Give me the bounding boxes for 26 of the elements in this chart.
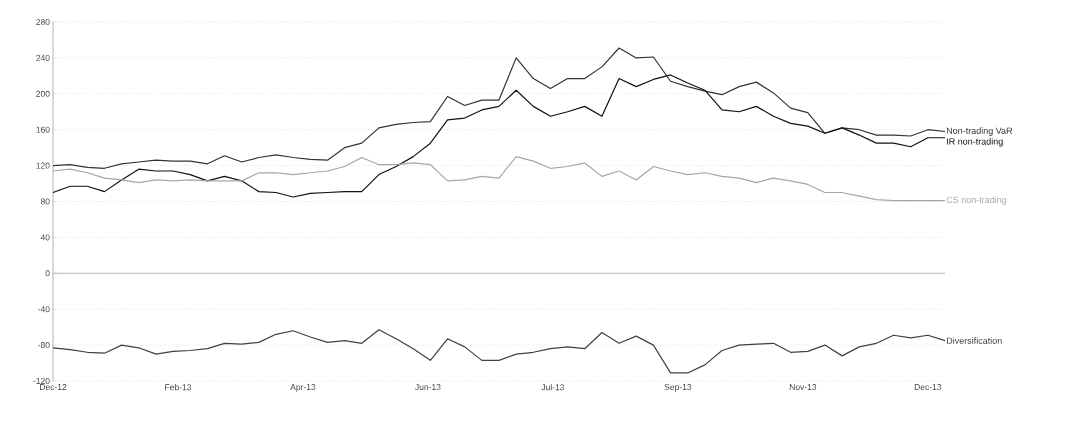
x-tick-label: Dec-13 <box>914 384 942 391</box>
x-tick-label: Apr-13 <box>290 384 316 392</box>
x-tick-label: Sep-13 <box>664 384 692 392</box>
y-tick-label: 240 <box>36 54 50 61</box>
series-label: CS non-trading <box>946 196 1007 205</box>
y-tick-label: 280 <box>36 18 50 25</box>
line-series <box>52 329 946 374</box>
x-tick-label: Nov-13 <box>789 384 817 391</box>
line-series <box>52 74 946 198</box>
y-tick-label: -80 <box>38 342 50 349</box>
x-tick-label: Jun-13 <box>415 384 441 391</box>
y-tick-label: 160 <box>36 126 50 133</box>
y-tick-label: -120 <box>33 377 50 384</box>
series-label: IR non-trading <box>947 138 1003 147</box>
x-tick-label: Dec-12 <box>40 384 67 391</box>
x-tick-label: Jul-13 <box>541 384 565 391</box>
series-label: Diversification <box>946 337 1002 344</box>
y-tick-label: 0 <box>45 270 50 277</box>
y-tick-label: 80 <box>40 198 50 205</box>
y-tick-label: -40 <box>38 306 50 313</box>
y-tick-label: 40 <box>40 234 50 241</box>
line-series <box>52 47 946 169</box>
y-tick-label: 120 <box>36 162 50 169</box>
y-tick-label: 200 <box>36 90 50 97</box>
series-label: Non-trading VaR <box>946 127 1013 136</box>
x-tick-label: Feb-13 <box>165 384 192 391</box>
